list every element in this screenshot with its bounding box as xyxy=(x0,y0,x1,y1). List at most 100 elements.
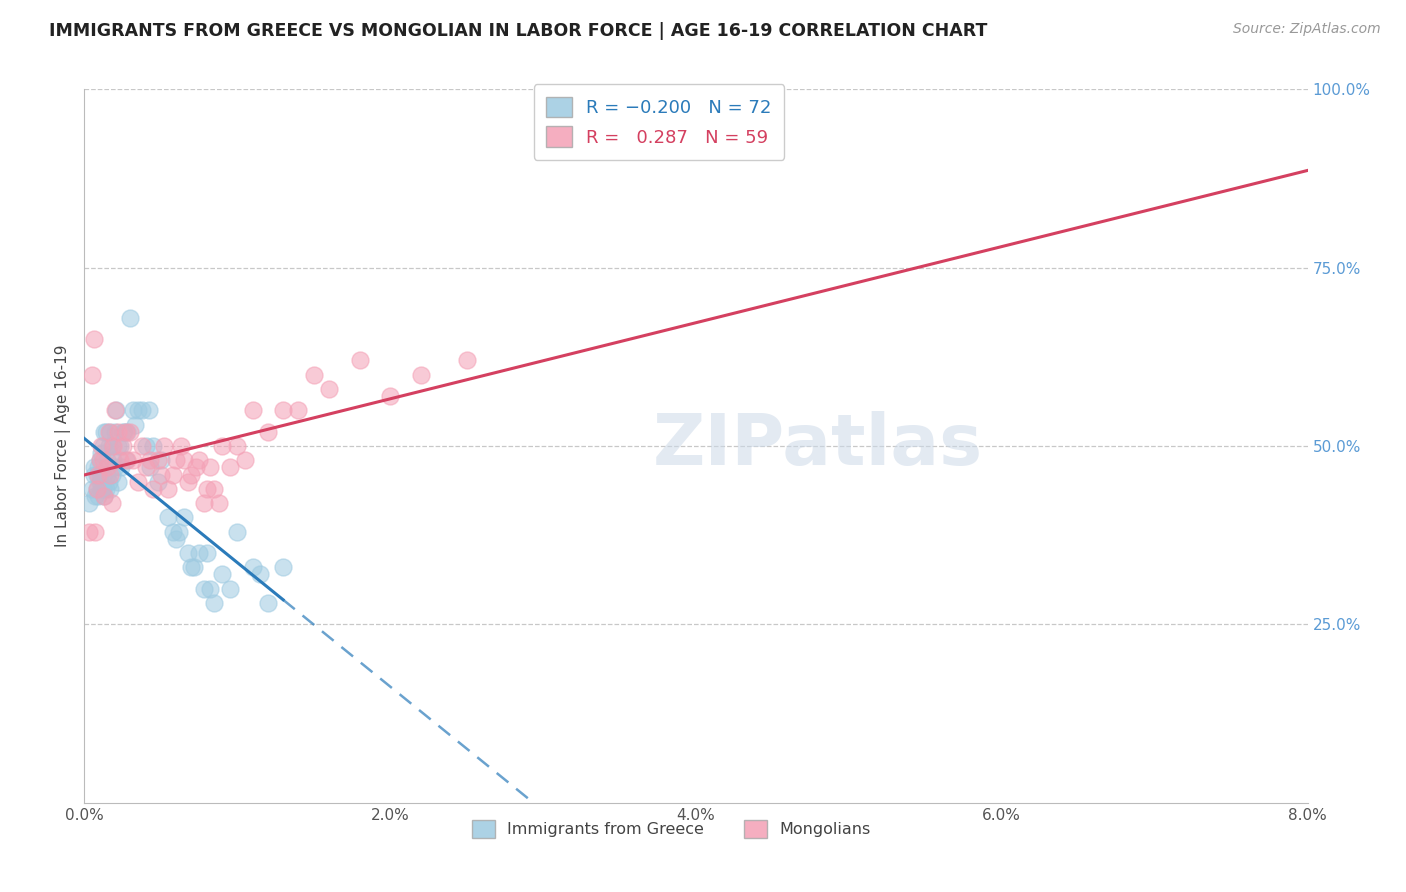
Point xyxy=(188,453,211,467)
Point xyxy=(131,439,153,453)
Point xyxy=(193,582,215,596)
Text: ZIPatlas: ZIPatlas xyxy=(654,411,983,481)
Point xyxy=(107,475,129,489)
Point xyxy=(93,489,115,503)
Point xyxy=(170,439,193,453)
Text: IMMIGRANTS FROM GREECE VS MONGOLIAN IN LABOR FORCE | AGE 16-19 CORRELATION CHART: IMMIGRANTS FROM GREECE VS MONGOLIAN IN L… xyxy=(49,22,987,40)
Point xyxy=(83,332,105,346)
Point xyxy=(104,403,127,417)
Point xyxy=(157,482,180,496)
Point xyxy=(107,439,129,453)
Point xyxy=(114,453,136,467)
Legend: Immigrants from Greece, Mongolians: Immigrants from Greece, Mongolians xyxy=(465,814,877,845)
Point xyxy=(208,496,231,510)
Point xyxy=(198,582,221,596)
Point xyxy=(112,425,135,439)
Point xyxy=(120,425,142,439)
Point xyxy=(226,524,249,539)
Point xyxy=(122,453,145,467)
Point xyxy=(218,460,240,475)
Point xyxy=(127,475,149,489)
Point xyxy=(195,482,218,496)
Point xyxy=(77,496,100,510)
Point xyxy=(90,446,112,460)
Point xyxy=(86,467,108,482)
Point xyxy=(139,460,162,475)
Point xyxy=(183,560,205,574)
Point xyxy=(195,546,218,560)
Point xyxy=(86,482,108,496)
Point xyxy=(98,482,121,496)
Point xyxy=(98,425,121,439)
Point xyxy=(84,489,107,503)
Point xyxy=(115,425,138,439)
Point xyxy=(456,353,478,368)
Point xyxy=(104,460,127,475)
Point xyxy=(257,425,280,439)
Point xyxy=(124,417,146,432)
Point xyxy=(173,510,195,524)
Point xyxy=(84,524,107,539)
Point xyxy=(409,368,432,382)
Point xyxy=(135,439,157,453)
Point xyxy=(226,439,249,453)
Point xyxy=(103,439,125,453)
Point xyxy=(153,439,176,453)
Point xyxy=(89,453,111,467)
Point xyxy=(142,439,165,453)
Point xyxy=(83,460,105,475)
Point xyxy=(142,482,165,496)
Point xyxy=(184,460,207,475)
Point xyxy=(188,546,211,560)
Point xyxy=(242,403,264,417)
Point xyxy=(96,467,118,482)
Point xyxy=(91,467,114,482)
Point xyxy=(89,475,111,489)
Point xyxy=(97,425,120,439)
Point xyxy=(249,567,271,582)
Point xyxy=(127,403,149,417)
Point xyxy=(198,460,221,475)
Point xyxy=(138,403,160,417)
Point xyxy=(98,467,121,482)
Point xyxy=(110,460,132,475)
Point xyxy=(218,582,240,596)
Point xyxy=(80,482,103,496)
Point xyxy=(89,467,111,482)
Point xyxy=(193,496,215,510)
Point xyxy=(131,403,153,417)
Point xyxy=(107,425,129,439)
Point xyxy=(108,439,131,453)
Point xyxy=(180,560,202,574)
Point xyxy=(111,425,134,439)
Point xyxy=(271,403,294,417)
Point xyxy=(211,439,233,453)
Point xyxy=(146,453,169,467)
Point xyxy=(165,453,187,467)
Point xyxy=(380,389,402,403)
Point xyxy=(120,310,142,325)
Point xyxy=(114,425,136,439)
Text: Source: ZipAtlas.com: Source: ZipAtlas.com xyxy=(1233,22,1381,37)
Point xyxy=(94,425,117,439)
Point xyxy=(202,482,225,496)
Point xyxy=(91,439,114,453)
Point xyxy=(135,460,157,475)
Point xyxy=(180,467,202,482)
Point xyxy=(87,460,110,475)
Point xyxy=(287,403,309,417)
Point xyxy=(90,482,112,496)
Point xyxy=(162,467,184,482)
Point xyxy=(97,475,120,489)
Point xyxy=(101,467,124,482)
Point xyxy=(122,403,145,417)
Point xyxy=(167,524,190,539)
Point xyxy=(89,453,111,467)
Point xyxy=(80,368,103,382)
Point xyxy=(211,567,233,582)
Point xyxy=(157,510,180,524)
Point xyxy=(103,453,125,467)
Point xyxy=(96,453,118,467)
Point xyxy=(93,425,115,439)
Point xyxy=(177,475,200,489)
